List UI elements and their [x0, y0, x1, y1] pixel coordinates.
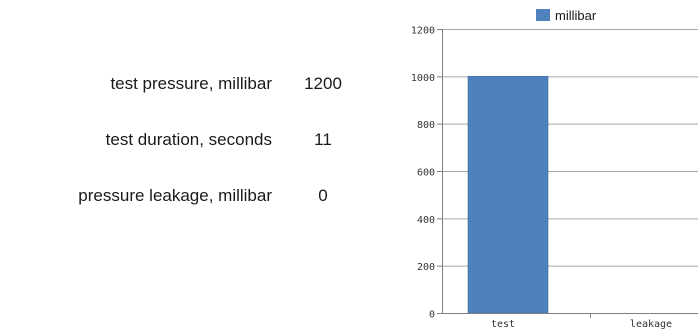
y-tick-label: 400 [417, 215, 435, 226]
legend-label: millibar [555, 8, 597, 23]
legend: millibar [536, 8, 597, 23]
x-tick-label: leakage [630, 319, 672, 330]
x-tick-label: test [491, 319, 515, 330]
parameter-value: 1200 [304, 74, 342, 93]
y-tick-label: 600 [417, 168, 435, 179]
parameter-label: pressure leakage, millibar [78, 186, 272, 205]
parameter-value: 11 [314, 130, 332, 149]
legend-swatch [536, 9, 550, 21]
y-tick-label: 1000 [411, 73, 435, 84]
y-tick-label: 200 [417, 262, 435, 273]
parameter-value: 0 [318, 186, 328, 205]
parameter-label: test pressure, millibar [110, 74, 272, 93]
bar-test [467, 76, 549, 314]
parameter-row-test-pressure: test pressure, millibar 1200 [0, 72, 698, 96]
bar-chart: 0 200 400 600 800 1000 1200 test leakage milliba… [411, 8, 698, 330]
parameter-row-pressure-leakage: pressure leakage, millibar 0 [0, 184, 698, 208]
axes: 0 200 400 600 800 1000 1200 test leakage [411, 26, 698, 330]
parameter-row-test-duration: test duration, seconds 11 [0, 128, 698, 152]
bars [467, 76, 549, 314]
y-tick-label: 800 [417, 120, 435, 131]
parameter-label: test duration, seconds [105, 130, 272, 149]
y-tick-label: 1200 [411, 26, 435, 37]
y-tick-label: 0 [429, 310, 435, 321]
